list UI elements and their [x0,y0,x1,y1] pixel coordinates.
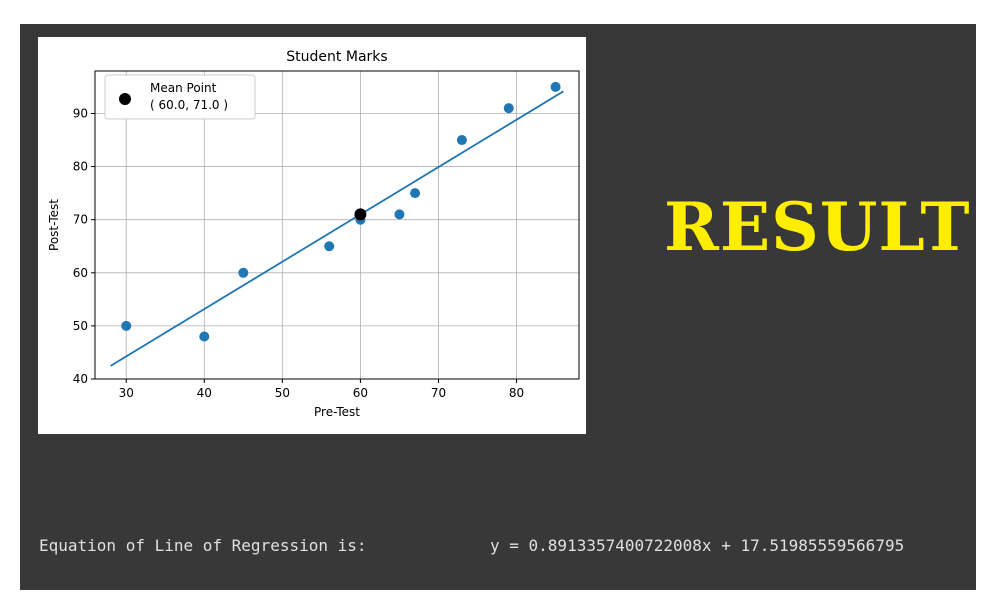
x-tick-label: 40 [197,386,212,400]
x-tick-label: 30 [119,386,134,400]
x-tick-label: 80 [509,386,524,400]
data-point [199,331,210,342]
x-axis-label: Pre-Test [314,405,360,419]
equation-value: y = 0.8913357400722008x + 17.51985559566… [490,536,905,555]
x-tick-label: 60 [353,386,368,400]
data-point [394,209,405,220]
chart-svg: 30 40 50 60 70 80 40 50 60 70 80 90 Student Marks Pre… [47,49,580,419]
data-point [503,103,514,114]
x-tick-label: 70 [431,386,446,400]
equation-output: Equation of Line of Regression is: y = 0… [39,536,969,560]
y-axis-label: Post-Test [47,199,61,251]
legend-box [104,74,256,120]
y-tick-label: 90 [73,106,88,120]
y-tick-label: 40 [73,372,88,386]
y-tick-label: 70 [73,213,88,227]
result-heading: RESULT [664,188,971,266]
data-point [550,81,561,92]
scatter-plot: 30 40 50 60 70 80 40 50 60 70 80 90 Student Marks Pre… [38,37,586,434]
legend-label-line2: ( 60.0, 71.0 ) [150,98,228,112]
data-point [121,320,132,331]
regression-line [110,90,564,367]
data-point [456,135,467,146]
x-tick-label: 50 [275,386,290,400]
data-point [410,188,421,199]
equation-label: Equation of Line of Regression is: [39,536,367,555]
legend-marker [119,93,131,105]
y-tick-label: 60 [73,266,88,280]
chart-title: Student Marks [286,49,387,65]
y-tick-label: 50 [73,319,88,333]
y-tick-label: 80 [73,160,88,174]
data-point [324,241,335,252]
legend-label-line1: Mean Point [150,81,217,95]
mean-point [354,208,367,221]
plot-frame [94,70,580,380]
data-point [238,267,249,278]
